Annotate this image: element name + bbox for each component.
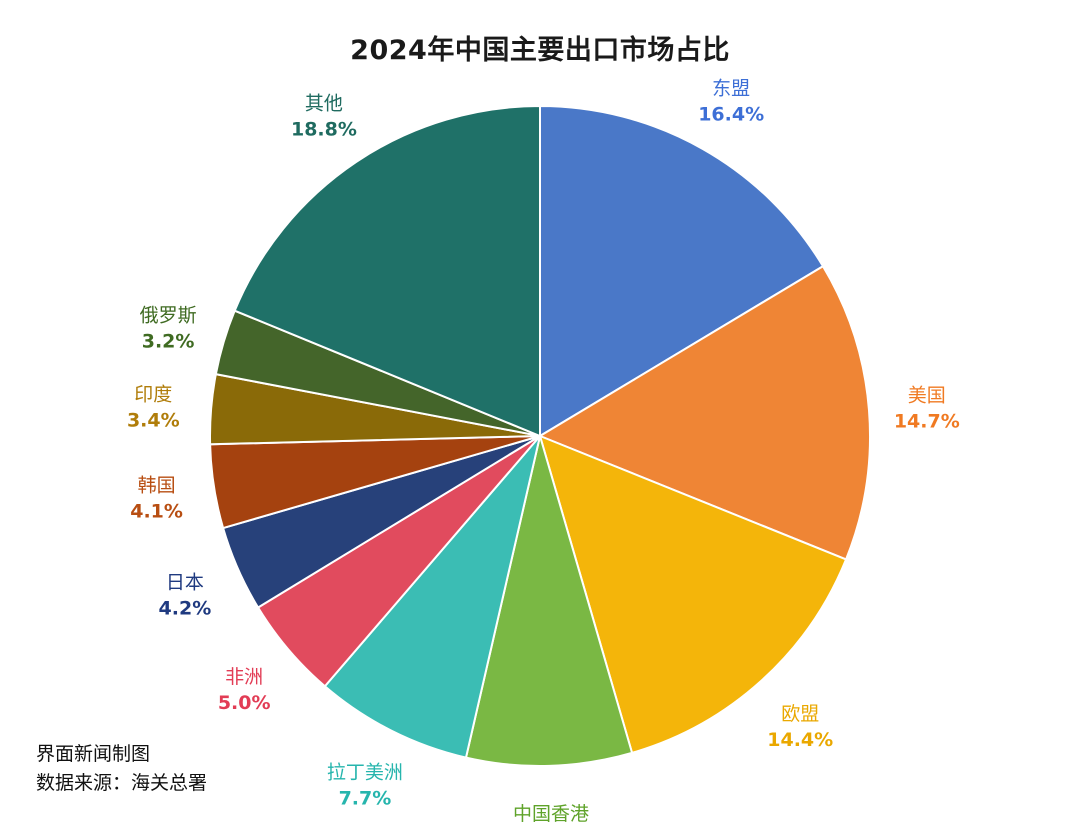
slice-label-7: 韩国 (138, 474, 176, 496)
slice-value-7: 4.1% (130, 500, 183, 522)
slice-label-5: 非洲 (225, 666, 263, 688)
pie-slice-1 (537, 264, 871, 561)
pie-labels: 东盟16.4%美国14.7%欧盟14.4%中国香港8.1%拉丁美洲7.7%非洲5… (127, 77, 960, 825)
slice-label-0: 东盟 (712, 77, 750, 99)
slice-value-6: 4.2% (159, 597, 212, 619)
footer-source: 数据来源：海关总署 (36, 772, 208, 794)
slice-label-4: 拉丁美洲 (327, 761, 403, 783)
pie-slice-2 (538, 434, 848, 755)
slice-value-5: 5.0% (218, 692, 271, 714)
slice-value-1: 14.7% (894, 411, 960, 433)
footer: 界面新闻制图 数据来源：海关总署 (36, 740, 207, 798)
slice-value-8: 3.4% (127, 409, 180, 431)
chart-title: 2024年中国主要出口市场占比 (350, 35, 730, 66)
slice-label-3: 中国香港 (513, 803, 589, 825)
pie-slice-0 (539, 104, 825, 438)
slice-label-1: 美国 (908, 385, 946, 407)
slice-value-0: 16.4% (698, 103, 764, 125)
slice-label-6: 日本 (166, 571, 204, 593)
slice-label-10: 其他 (305, 93, 343, 115)
pie-slice-4 (323, 435, 541, 759)
pie-slices (209, 104, 871, 767)
slice-label-2: 欧盟 (781, 703, 819, 725)
slice-label-8: 印度 (134, 383, 172, 405)
slice-label-9: 俄罗斯 (140, 304, 197, 326)
slice-value-10: 18.8% (291, 119, 357, 141)
footer-credit: 界面新闻制图 (36, 743, 151, 765)
slice-value-9: 3.2% (142, 330, 195, 352)
pie-slice-3 (464, 432, 634, 767)
slice-value-2: 14.4% (767, 729, 833, 751)
pie-slice-10 (233, 104, 541, 438)
slice-value-4: 7.7% (339, 787, 392, 809)
